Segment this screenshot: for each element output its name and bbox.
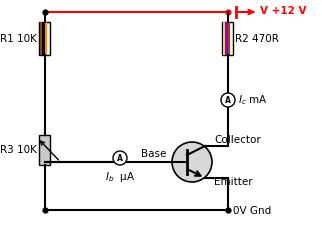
Bar — [223, 22, 233, 55]
Bar — [40, 22, 51, 55]
Text: A: A — [225, 96, 231, 105]
Text: R3 10K: R3 10K — [0, 145, 36, 155]
Text: $I_b$  μA: $I_b$ μA — [105, 170, 135, 184]
Text: A: A — [117, 154, 123, 163]
Bar — [40, 22, 42, 55]
Circle shape — [172, 142, 212, 182]
Bar — [228, 22, 230, 55]
Circle shape — [221, 93, 235, 107]
Text: V +12 V: V +12 V — [260, 6, 307, 16]
Text: Collector: Collector — [214, 135, 261, 145]
Bar — [43, 22, 44, 55]
Text: Emitter: Emitter — [214, 177, 253, 187]
Text: 0V Gnd: 0V Gnd — [233, 206, 271, 216]
Circle shape — [113, 151, 127, 165]
Bar — [45, 22, 47, 55]
Text: R1 10K: R1 10K — [0, 33, 36, 44]
Bar — [225, 22, 228, 55]
Bar — [40, 135, 51, 165]
Text: Base: Base — [141, 149, 166, 159]
Text: $I_c$ mA: $I_c$ mA — [238, 93, 268, 107]
Text: R2 470R: R2 470R — [235, 33, 279, 44]
Bar — [223, 22, 225, 55]
